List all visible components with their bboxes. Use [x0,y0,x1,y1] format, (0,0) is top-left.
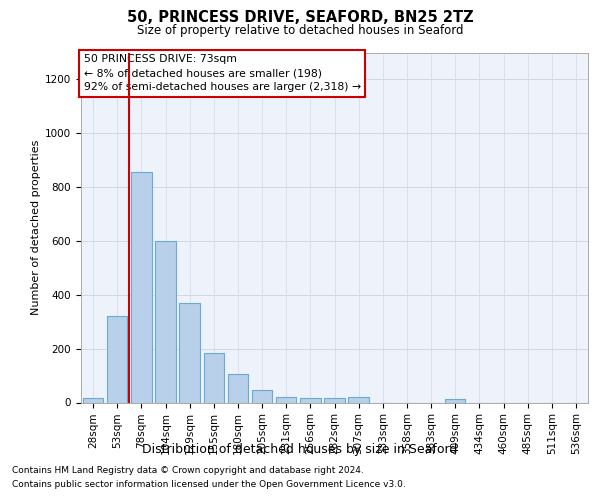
Bar [83,398,103,402]
Bar [203,352,224,403]
Bar [252,390,272,402]
Text: 50, PRINCESS DRIVE, SEAFORD, BN25 2TZ: 50, PRINCESS DRIVE, SEAFORD, BN25 2TZ [127,10,473,25]
Text: Size of property relative to detached houses in Seaford: Size of property relative to detached ho… [137,24,463,37]
Bar [107,316,127,402]
Bar [445,400,466,402]
Text: Distribution of detached houses by size in Seaford: Distribution of detached houses by size … [142,442,458,456]
Bar [300,398,320,402]
Bar [227,374,248,402]
Bar [349,397,369,402]
Y-axis label: Number of detached properties: Number of detached properties [31,140,41,315]
Text: 50 PRINCESS DRIVE: 73sqm
← 8% of detached houses are smaller (198)
92% of semi-d: 50 PRINCESS DRIVE: 73sqm ← 8% of detache… [83,54,361,92]
Text: Contains public sector information licensed under the Open Government Licence v3: Contains public sector information licen… [12,480,406,489]
Text: Contains HM Land Registry data © Crown copyright and database right 2024.: Contains HM Land Registry data © Crown c… [12,466,364,475]
Bar [324,398,345,402]
Bar [276,396,296,402]
Bar [155,241,176,402]
Bar [179,303,200,402]
Bar [131,172,152,402]
